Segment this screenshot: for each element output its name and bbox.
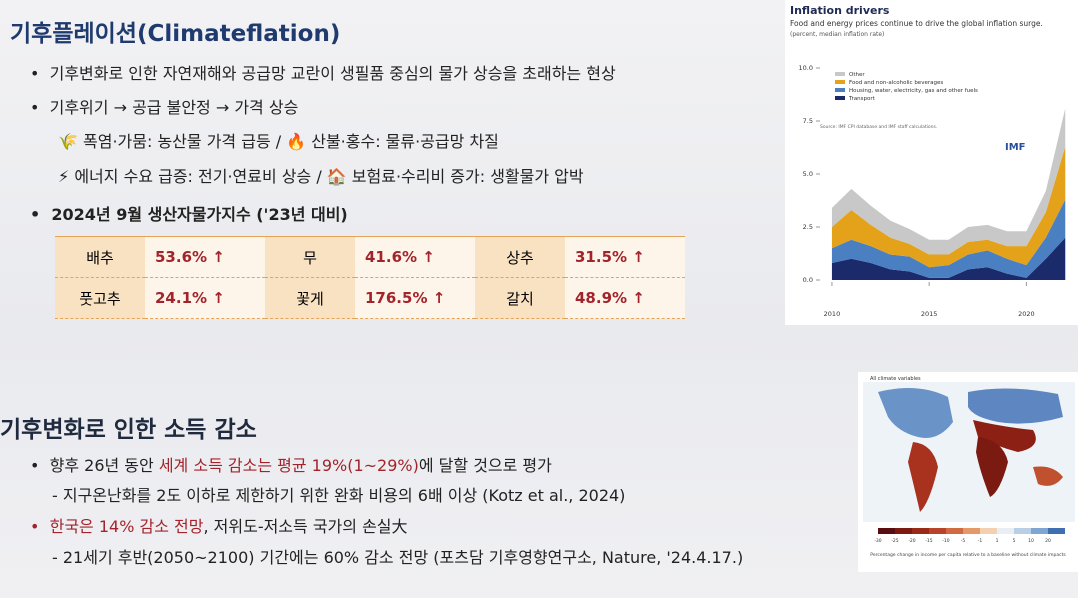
item: 풋고추 bbox=[55, 277, 145, 319]
x-tick-label: 2015 bbox=[921, 310, 938, 318]
colorbar-cell bbox=[946, 528, 963, 534]
colorbar-cell bbox=[1014, 528, 1031, 534]
colorbar-tick: -20 bbox=[908, 538, 915, 544]
legend-label: Food and non-alcoholic beverages bbox=[849, 80, 943, 86]
map: All climate variables -30 -25 -20 -15 -10 -5-… bbox=[863, 376, 1075, 558]
colorbar-tick: -5 bbox=[961, 538, 966, 544]
table-row: 풋고추 24.1% ↑ 꽃게 176.5% ↑ 갈치 48.9% ↑ bbox=[55, 277, 685, 319]
colorbar-cell bbox=[912, 528, 929, 534]
colorbar-cell bbox=[1031, 528, 1048, 534]
sub-item: ⚡ 에너지 수요 급증: 전기·연료비 상승 / 🏠 보험료·수리비 증가: 생… bbox=[58, 167, 584, 186]
colorbar-cell bbox=[963, 528, 980, 534]
colorbar-cell bbox=[997, 528, 1014, 534]
land bbox=[908, 442, 938, 512]
colorbar-cell bbox=[980, 528, 997, 534]
map-card: All climate variables -30 -25 -20 -15 -10 -5-… bbox=[858, 372, 1078, 572]
chart-title: Inflation drivers bbox=[790, 4, 890, 17]
map-title: All climate variables bbox=[870, 376, 921, 382]
legend-swatch bbox=[835, 72, 845, 76]
highlight: 세계 소득 감소는 평균 19%(1~29%) bbox=[158, 456, 419, 475]
sub-item: 🌾 폭염·가뭄: 농산물 가격 급등 / 🔥 산불·홍수: 물류·공급망 차질 bbox=[58, 132, 499, 151]
text: , 저위도-저소득 국가의 손실大 bbox=[203, 517, 408, 536]
y-tick-label: 2.5 bbox=[803, 223, 813, 231]
heading: 기후변화로 인한 소득 감소 bbox=[0, 417, 257, 443]
bullet: • 향후 26년 동안 세계 소득 감소는 평균 19%(1~29%)에 달할 … bbox=[30, 456, 552, 475]
price-change: 31.5% ↑ bbox=[565, 236, 685, 278]
heading: 기후플레이션(Climateflation) bbox=[10, 21, 341, 47]
text: 2024년 9월 생산자물가지수 ('23년 대비) bbox=[51, 205, 348, 224]
price-table: 배추 53.6% ↑ 무 41.6% ↑ 상추 31.5% ↑ 풋고추 24.1% ↑ 꽃게 17… bbox=[55, 236, 685, 319]
item: 상추 bbox=[475, 236, 565, 278]
colorbar-tick: 1 bbox=[996, 538, 999, 544]
price-change: 41.6% ↑ bbox=[355, 236, 475, 278]
chart-card: Inflation drivers Food and energy prices… bbox=[785, 0, 1078, 325]
legend-label: Transport bbox=[848, 96, 876, 102]
bullet: • 기후변화로 인한 자연재해와 공급망 교란이 생필품 중심의 물가 상승을 … bbox=[30, 64, 616, 83]
colorbar-cell bbox=[929, 528, 946, 534]
y-tick-label: 0.0 bbox=[803, 276, 813, 284]
colorbar-tick: -25 bbox=[891, 538, 898, 544]
text: 기후위기 → 공급 불안정 → 가격 상승 bbox=[49, 98, 299, 117]
price-change: 24.1% ↑ bbox=[145, 277, 265, 319]
chart: Inflation drivers Food and energy prices… bbox=[790, 4, 1066, 318]
y-tick-label: 7.5 bbox=[803, 117, 813, 125]
area bbox=[831, 199, 1066, 278]
legend-swatch bbox=[835, 88, 845, 92]
item: 무 bbox=[265, 236, 355, 278]
legend-label: Other bbox=[849, 72, 865, 78]
legend-swatch bbox=[835, 96, 845, 100]
colorbar-cell bbox=[895, 528, 912, 534]
area bbox=[831, 237, 1066, 280]
map-caption: Percentage change in income per capita r… bbox=[870, 552, 1066, 558]
x-tick-label: 2010 bbox=[824, 310, 841, 318]
land bbox=[973, 420, 1036, 452]
colorbar-tick: -30 bbox=[874, 538, 881, 544]
colorbar-tick: -1 bbox=[978, 538, 983, 544]
y-tick-label: 10.0 bbox=[799, 64, 813, 72]
logo: IMF bbox=[1005, 142, 1026, 153]
chart-source: Source: IMF CPI database and IMF staff c… bbox=[820, 124, 937, 130]
colorbar-cell bbox=[1048, 528, 1065, 534]
land bbox=[1033, 466, 1063, 486]
bullet: • 기후위기 → 공급 불안정 → 가격 상승 bbox=[30, 98, 299, 117]
colorbar-tick: -10 bbox=[942, 538, 949, 544]
text: 에 달할 것으로 평가 bbox=[418, 456, 552, 475]
land bbox=[878, 388, 953, 438]
price-change: 53.6% ↑ bbox=[145, 236, 265, 278]
y-tick-label: 5.0 bbox=[803, 170, 813, 178]
highlight: 한국은 14% 감소 전망 bbox=[49, 517, 204, 536]
price-change: 176.5% ↑ bbox=[355, 277, 475, 319]
colorbar-tick: -15 bbox=[925, 538, 932, 544]
colorbar-tick: 5 bbox=[1013, 538, 1016, 544]
item: 갈치 bbox=[475, 277, 565, 319]
text: 에너지 수요 급증: 전기·연료비 상승 / 🏠 보험료·수리비 증가: 생활물… bbox=[74, 167, 584, 186]
colorbar-tick: 20 bbox=[1045, 538, 1051, 544]
bullet: • 한국은 14% 감소 전망, 저위도-저소득 국가의 손실大 bbox=[30, 517, 408, 536]
table-row: 배추 53.6% ↑ 무 41.6% ↑ 상추 31.5% ↑ bbox=[55, 236, 685, 278]
bullet: • 2024년 9월 생산자물가지수 ('23년 대비) bbox=[30, 205, 348, 224]
text: 향후 26년 동안 bbox=[49, 456, 159, 475]
sub-item: - 지구온난화를 2도 이하로 제한하기 위한 완화 비용의 6배 이상 (Ko… bbox=[52, 486, 626, 505]
colorbar-tick: 10 bbox=[1028, 538, 1034, 544]
price-change: 48.9% ↑ bbox=[565, 277, 685, 319]
x-tick-label: 2020 bbox=[1018, 310, 1035, 318]
text: 기후변화로 인한 자연재해와 공급망 교란이 생필품 중심의 물가 상승을 초래… bbox=[49, 64, 616, 83]
text: 폭염·가뭄: 농산물 가격 급등 / 🔥 산불·홍수: 물류·공급망 차질 bbox=[83, 132, 499, 151]
sub-item: - 21세기 후반(2050~2100) 기간에는 60% 감소 전망 (포츠담… bbox=[52, 548, 744, 567]
land bbox=[976, 437, 1008, 497]
colorbar-cell bbox=[878, 528, 895, 534]
legend-swatch bbox=[835, 80, 845, 84]
item: 배추 bbox=[55, 236, 145, 278]
chart-note: (percent, median inflation rate) bbox=[790, 31, 884, 38]
colorbar: -30 -25 -20 -15 -10 -5 -1 1 5 10 20 bbox=[874, 528, 1065, 544]
land bbox=[968, 388, 1063, 424]
item: 꽃게 bbox=[265, 277, 355, 319]
chart-subtitle: Food and energy prices continue to drive… bbox=[790, 19, 1043, 28]
legend-label: Housing, water, electricity, gas and oth… bbox=[849, 88, 978, 94]
